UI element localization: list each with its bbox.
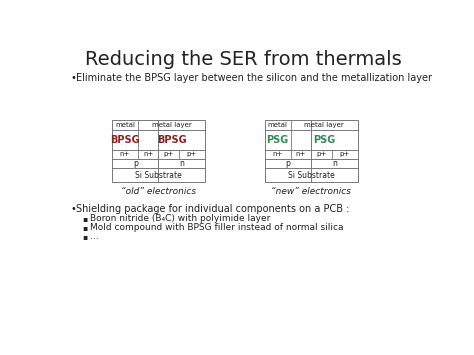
Text: “old” electronics: “old” electronics <box>121 187 196 196</box>
Text: ▪: ▪ <box>82 232 88 241</box>
Text: p+: p+ <box>339 151 350 157</box>
Text: p: p <box>285 159 290 168</box>
Text: Reducing the SER from thermals: Reducing the SER from thermals <box>84 50 401 69</box>
Text: BPSG: BPSG <box>157 135 186 145</box>
Text: ▪: ▪ <box>82 223 88 232</box>
Bar <box>112 120 205 182</box>
Text: Si Substrate: Si Substrate <box>288 170 335 180</box>
Text: •: • <box>70 203 76 213</box>
Text: metal: metal <box>115 122 135 128</box>
Text: metal: metal <box>268 122 288 128</box>
Text: ▪: ▪ <box>82 214 88 223</box>
Text: Si Substrate: Si Substrate <box>135 170 182 180</box>
Text: metal layer: metal layer <box>152 122 191 128</box>
Text: n+: n+ <box>273 151 283 157</box>
Text: PSG: PSG <box>266 135 289 145</box>
Text: n: n <box>179 159 184 168</box>
Text: PSG: PSG <box>313 135 335 145</box>
Text: Eliminate the BPSG layer between the silicon and the metallization layer: Eliminate the BPSG layer between the sil… <box>76 73 432 83</box>
Text: Boron nitride (B₄C) with polyimide layer: Boron nitride (B₄C) with polyimide layer <box>90 214 271 223</box>
Text: metal layer: metal layer <box>304 122 344 128</box>
Text: p: p <box>133 159 137 168</box>
Text: p+: p+ <box>316 151 327 157</box>
Text: •: • <box>70 73 76 83</box>
Text: n+: n+ <box>120 151 130 157</box>
Text: n+: n+ <box>296 151 306 157</box>
Text: ...: ... <box>90 232 99 241</box>
Text: BPSG: BPSG <box>110 135 140 145</box>
Text: “new” electronics: “new” electronics <box>271 187 351 196</box>
Bar <box>264 120 357 182</box>
Text: n: n <box>332 159 337 168</box>
Text: p+: p+ <box>187 151 197 157</box>
Text: n+: n+ <box>143 151 154 157</box>
Text: Shielding package for individual components on a PCB :: Shielding package for individual compone… <box>76 203 350 213</box>
Text: Mold compound with BPSG filler instead of normal silica: Mold compound with BPSG filler instead o… <box>90 223 344 232</box>
Text: p+: p+ <box>164 151 174 157</box>
